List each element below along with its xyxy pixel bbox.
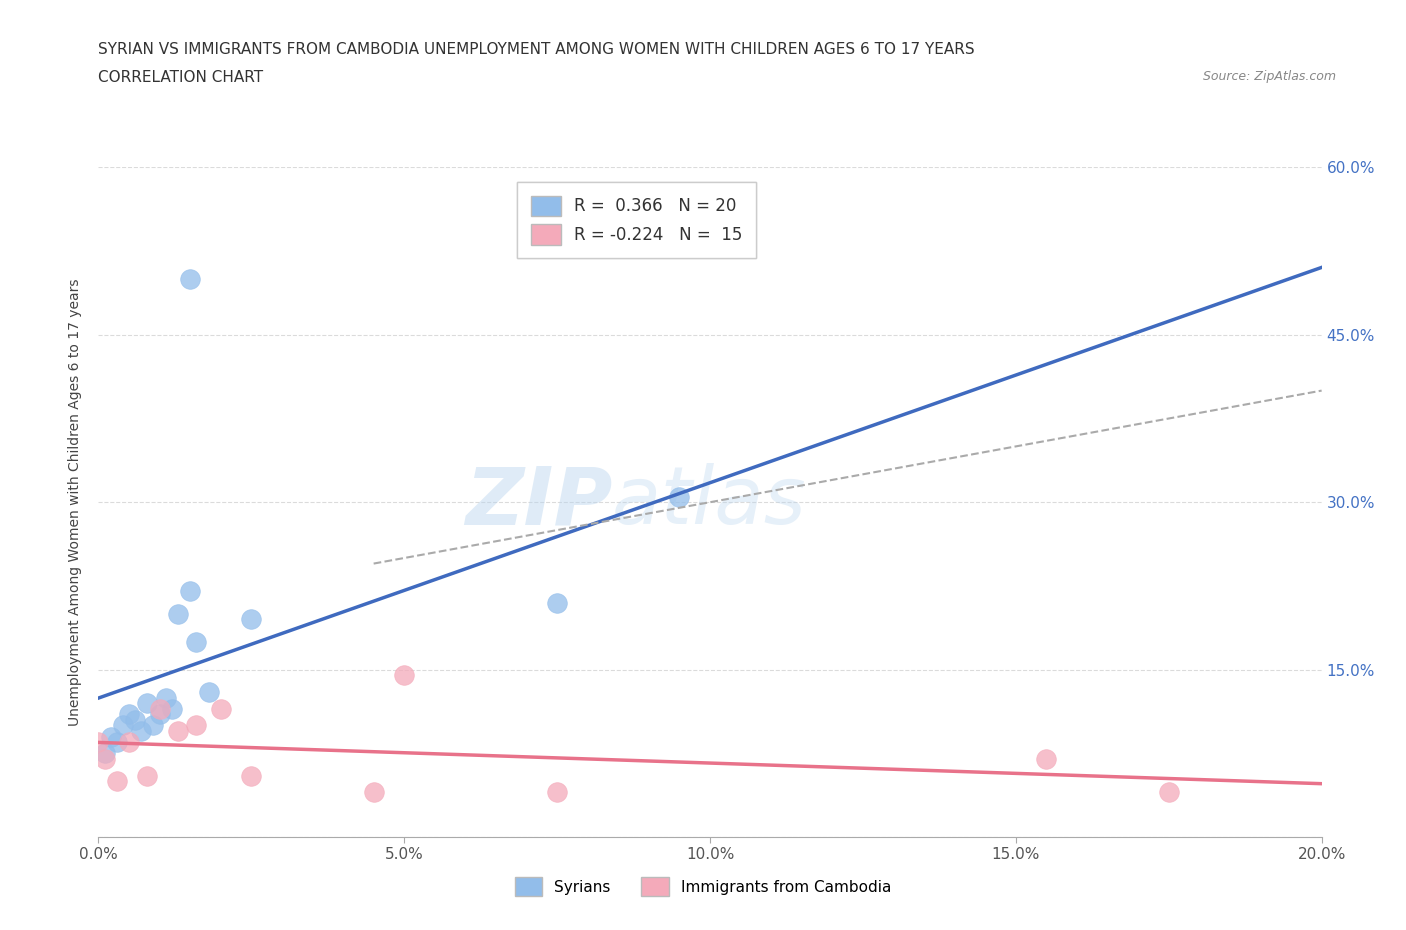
Point [118, 735, 141, 750]
Point [129, 724, 152, 738]
Point [160, 701, 183, 716]
Point [155, 690, 177, 705]
Text: CORRELATION CHART: CORRELATION CHART [98, 70, 263, 85]
Point [186, 634, 208, 649]
Point [1157, 785, 1180, 800]
Point [240, 768, 263, 783]
Point [1035, 751, 1057, 766]
Text: SYRIAN VS IMMIGRANTS FROM CAMBODIA UNEMPLOYMENT AMONG WOMEN WITH CHILDREN AGES 6: SYRIAN VS IMMIGRANTS FROM CAMBODIA UNEMP… [98, 42, 974, 57]
Point [363, 785, 385, 800]
Legend: Syrians, Immigrants from Cambodia: Syrians, Immigrants from Cambodia [508, 870, 898, 904]
Point [546, 785, 568, 800]
Point [93, 746, 115, 761]
Point [149, 701, 172, 716]
Point [197, 684, 219, 699]
Point [111, 718, 134, 733]
Point [186, 718, 208, 733]
Point [118, 707, 141, 722]
Point [93, 751, 115, 766]
Point [136, 696, 159, 711]
Point [105, 774, 128, 789]
Text: Source: ZipAtlas.com: Source: ZipAtlas.com [1202, 70, 1336, 83]
Point [105, 735, 128, 750]
Text: atlas: atlas [612, 463, 807, 541]
Point [546, 595, 568, 610]
Point [392, 668, 416, 683]
Point [240, 612, 263, 627]
Point [136, 768, 159, 783]
Point [209, 701, 232, 716]
Point [179, 584, 201, 599]
Y-axis label: Unemployment Among Women with Children Ages 6 to 17 years: Unemployment Among Women with Children A… [69, 278, 83, 726]
Point [87, 735, 110, 750]
Point [167, 606, 190, 621]
Point [668, 489, 690, 504]
Point [167, 724, 190, 738]
Legend: R =  0.366   N = 20, R = -0.224   N =  15: R = 0.366 N = 20, R = -0.224 N = 15 [517, 182, 756, 259]
Text: ZIP: ZIP [465, 463, 612, 541]
Point [124, 712, 146, 727]
Point [149, 707, 172, 722]
Point [179, 272, 201, 286]
Point [142, 718, 165, 733]
Point [100, 729, 122, 744]
